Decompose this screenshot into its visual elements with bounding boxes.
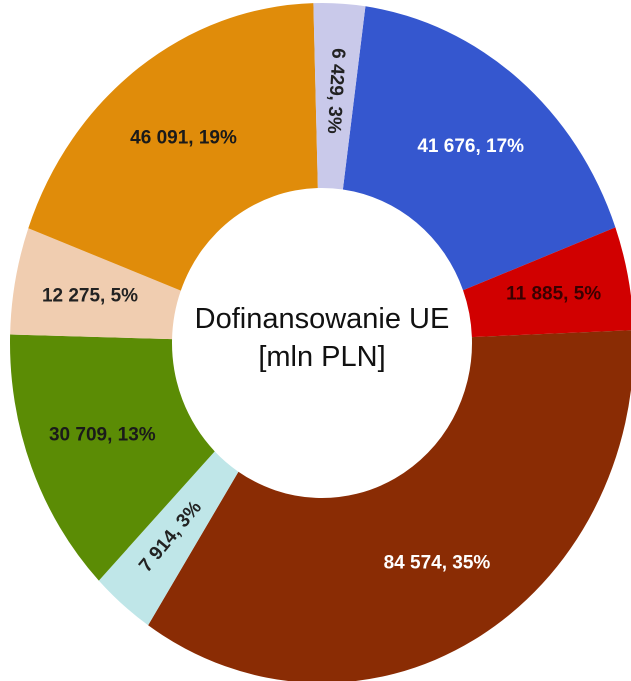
data-label: 11 885, 5%	[506, 284, 601, 305]
donut-slice	[148, 330, 631, 681]
data-label: 30 709, 13%	[49, 424, 156, 445]
donut-slice	[28, 3, 318, 291]
donut-slice	[313, 3, 366, 190]
donut-slice	[342, 6, 616, 291]
donut-slice	[10, 228, 181, 340]
data-label: 46 091, 19%	[130, 128, 237, 149]
data-label: 41 676, 17%	[417, 136, 524, 157]
donut-slice	[463, 227, 631, 338]
data-label: 6 429, 3%	[323, 48, 349, 135]
donut-slice	[98, 451, 239, 626]
donut-slice	[10, 334, 215, 581]
data-label: 84 574, 35%	[384, 553, 491, 574]
chart-title: Dofinansowanie UE [mln PLN]	[194, 303, 450, 373]
data-label: 12 275, 5%	[42, 286, 138, 307]
